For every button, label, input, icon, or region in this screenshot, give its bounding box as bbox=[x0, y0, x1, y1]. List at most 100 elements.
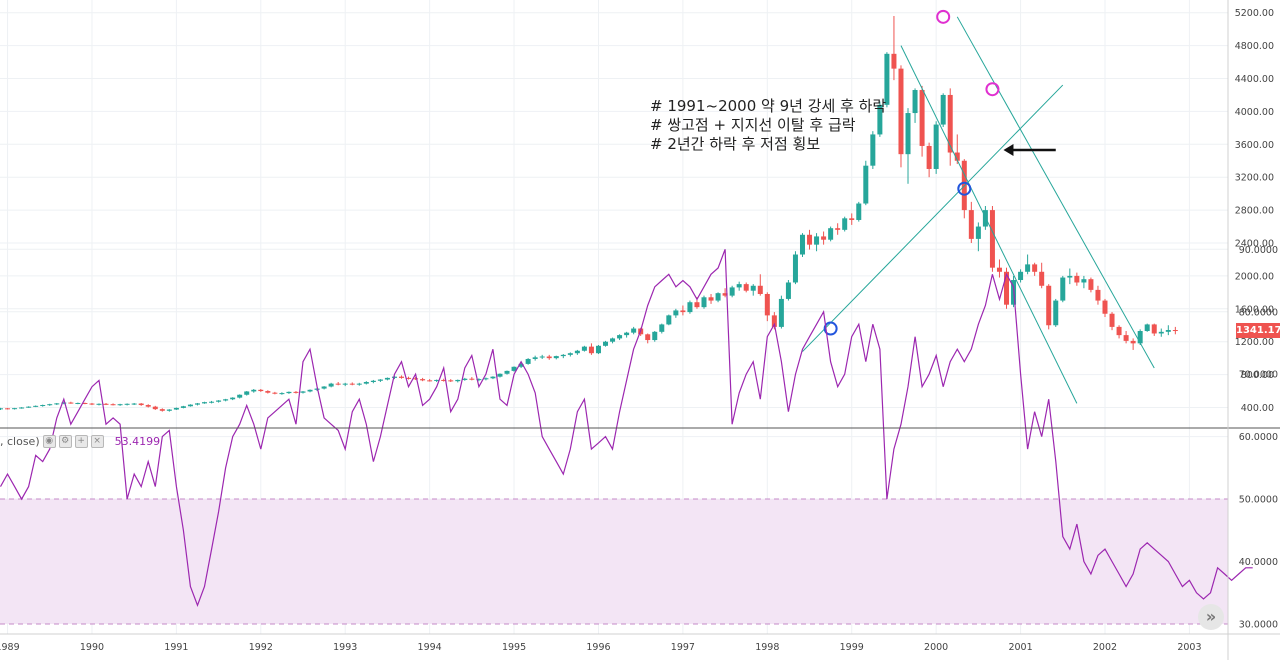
candle-body bbox=[1074, 275, 1080, 283]
close-icon[interactable]: × bbox=[90, 434, 104, 448]
candle-body bbox=[807, 234, 813, 245]
candle-body bbox=[666, 315, 672, 325]
candle-body bbox=[420, 379, 426, 381]
candle-body bbox=[947, 94, 953, 153]
marker-circle[interactable] bbox=[823, 321, 838, 336]
candle-body bbox=[912, 90, 918, 114]
candle-body bbox=[1123, 335, 1129, 341]
candle-body bbox=[849, 218, 855, 220]
rsi-legend-label: , close) bbox=[0, 434, 40, 448]
rsi-tick-label: 50.0000 bbox=[1239, 495, 1278, 506]
candle-body bbox=[12, 408, 18, 410]
candle-body bbox=[701, 297, 707, 308]
candle-body bbox=[715, 293, 721, 301]
candle-body bbox=[680, 310, 686, 313]
candle-body bbox=[413, 378, 419, 380]
axes[interactable]: 400.00 800.00 1200.00 1600.00 2000.00 2400.00… bbox=[0, 8, 1278, 653]
trendline[interactable] bbox=[900, 45, 1078, 404]
year-tick-label: 2000 bbox=[924, 642, 948, 653]
candle-body bbox=[209, 401, 215, 403]
candle-body bbox=[1039, 271, 1045, 286]
candle-body bbox=[223, 399, 229, 401]
candle-body bbox=[1109, 313, 1115, 327]
candle-body bbox=[497, 373, 503, 377]
candle-body bbox=[476, 379, 482, 381]
candle-body bbox=[652, 331, 658, 341]
rsi-current-value: 53.4199 bbox=[114, 434, 161, 448]
candle-body bbox=[729, 287, 735, 296]
candle-body bbox=[152, 406, 158, 410]
candle-body bbox=[363, 382, 369, 384]
candle-body bbox=[398, 376, 404, 378]
candle-body bbox=[265, 391, 271, 393]
candle-body bbox=[617, 335, 623, 339]
candle-body bbox=[131, 403, 137, 405]
candle-body bbox=[828, 228, 834, 240]
candle-body bbox=[757, 285, 763, 294]
trendline[interactable] bbox=[956, 16, 1155, 369]
marker-circle[interactable] bbox=[936, 9, 951, 24]
candle-body bbox=[19, 407, 25, 409]
candle-body bbox=[370, 380, 376, 383]
candle-body bbox=[462, 378, 468, 380]
candle-body bbox=[954, 152, 960, 161]
candle-body bbox=[159, 409, 165, 411]
candle-body bbox=[933, 124, 939, 169]
candle-body bbox=[588, 346, 594, 354]
candle-body bbox=[328, 383, 334, 387]
candle-body bbox=[1025, 264, 1031, 272]
eye-icon[interactable]: ◉ bbox=[42, 434, 56, 448]
candle-body bbox=[898, 68, 904, 155]
rsi-tick-label: 30.0000 bbox=[1239, 620, 1278, 631]
candle-body bbox=[792, 254, 798, 283]
price-tick-label: 1200.00 bbox=[1235, 337, 1274, 348]
candle-body bbox=[856, 203, 862, 220]
candle-body bbox=[511, 366, 517, 371]
candle-body bbox=[842, 218, 848, 230]
candle-body bbox=[539, 356, 545, 358]
candle-body bbox=[187, 404, 193, 407]
candle-body bbox=[708, 297, 714, 301]
trendline[interactable] bbox=[802, 84, 1064, 352]
candle-body bbox=[574, 350, 580, 354]
candle-body bbox=[166, 409, 172, 411]
candle-body bbox=[1095, 289, 1101, 301]
candle-body bbox=[75, 402, 81, 404]
candle-body bbox=[194, 403, 200, 405]
candle-body bbox=[518, 363, 524, 367]
candle-body bbox=[1081, 279, 1087, 283]
candle-body bbox=[279, 393, 285, 395]
candle-body bbox=[764, 293, 770, 316]
price-tick-label: 4000.00 bbox=[1235, 107, 1274, 118]
year-tick-label: 1998 bbox=[755, 642, 779, 653]
year-tick-label: 2002 bbox=[1093, 642, 1117, 653]
candle-body bbox=[743, 284, 749, 291]
candle-body bbox=[1046, 285, 1052, 326]
marker-circle[interactable] bbox=[957, 181, 972, 196]
price-tick-label: 4800.00 bbox=[1235, 41, 1274, 52]
rsi-tick-label: 40.0000 bbox=[1239, 557, 1278, 568]
candle-body bbox=[40, 405, 46, 407]
marker-circle[interactable] bbox=[985, 82, 1000, 97]
candle-body bbox=[33, 405, 39, 407]
candle-body bbox=[54, 403, 60, 405]
candle-body bbox=[96, 403, 102, 405]
candle-body bbox=[230, 397, 236, 400]
candle-body bbox=[504, 370, 510, 374]
candle-body bbox=[434, 379, 440, 381]
markers bbox=[823, 9, 1000, 336]
candle-body bbox=[863, 165, 869, 204]
candle-body bbox=[1130, 340, 1136, 344]
candle-body bbox=[567, 353, 573, 355]
candle-body bbox=[391, 376, 397, 378]
scroll-to-realtime-button[interactable]: » bbox=[1198, 604, 1224, 630]
add-icon[interactable]: + bbox=[74, 434, 88, 448]
candle-body bbox=[455, 379, 461, 382]
candle-body bbox=[427, 380, 433, 382]
candle-body bbox=[532, 357, 538, 359]
settings-icon[interactable]: ⚙ bbox=[58, 434, 72, 448]
candle-body bbox=[1032, 264, 1038, 272]
price-tick-label: 5200.00 bbox=[1235, 8, 1274, 19]
candle-body bbox=[750, 285, 756, 291]
